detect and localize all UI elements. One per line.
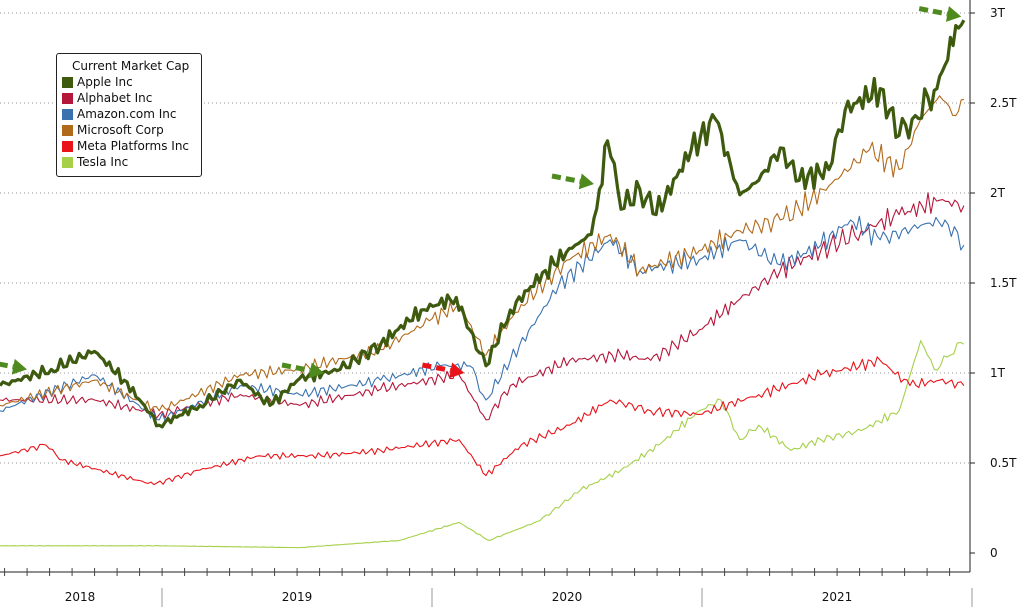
legend-item: Amazon.com Inc xyxy=(62,106,201,122)
annotation-arrow xyxy=(918,6,948,17)
annotation-arrow xyxy=(421,362,452,373)
annotation-arrowhead xyxy=(308,362,324,379)
legend-swatch xyxy=(62,124,73,136)
y-tick-label: 1T xyxy=(990,366,1005,380)
y-tick-label: 2T xyxy=(990,186,1005,200)
annotation-arrow xyxy=(281,362,311,373)
y-tick-label: 0 xyxy=(990,546,998,560)
annotation-arrowhead xyxy=(449,362,465,379)
annotation-arrow xyxy=(0,361,14,370)
y-tick-label: 3T xyxy=(990,6,1005,20)
legend-swatch xyxy=(62,76,73,88)
series-line-microsoft-corp xyxy=(0,95,965,412)
annotation-arrowhead xyxy=(11,358,27,375)
annotation-arrowhead xyxy=(578,173,594,190)
legend-label: Alphabet Inc xyxy=(77,91,153,105)
legend-label: Amazon.com Inc xyxy=(77,107,177,121)
legend-swatch xyxy=(62,156,73,168)
annotation-arrowhead xyxy=(945,6,962,22)
legend-item: Alphabet Inc xyxy=(62,90,201,106)
legend-title: Current Market Cap xyxy=(72,59,190,73)
legend-swatch xyxy=(62,108,73,120)
legend-label: Tesla Inc xyxy=(77,155,129,169)
legend-label: Apple Inc xyxy=(77,75,133,89)
y-tick-label: 1.5T xyxy=(990,276,1017,290)
legend-swatch xyxy=(62,92,73,104)
legend-label: Meta Platforms Inc xyxy=(77,139,190,153)
y-tick-label: 2.5T xyxy=(990,96,1017,110)
series-line-tesla-inc xyxy=(0,340,965,549)
legend-swatch xyxy=(62,140,73,152)
x-tick-label: 2018 xyxy=(64,590,96,604)
legend-label: Microsoft Corp xyxy=(77,123,164,137)
x-tick-label: 2019 xyxy=(281,590,313,604)
series-line-apple-inc xyxy=(0,19,966,429)
series-line-amazon-com-inc xyxy=(0,215,965,422)
legend-item: Tesla Inc xyxy=(62,154,201,170)
legend-item: Microsoft Corp xyxy=(62,122,201,138)
annotation-arrow xyxy=(551,173,581,184)
series-line-meta-platforms-inc xyxy=(0,356,965,486)
y-tick-label: 0.5T xyxy=(990,456,1017,470)
legend: Current Market Cap Apple Inc Alphabet Inc… xyxy=(56,53,202,177)
legend-item: Apple Inc xyxy=(62,74,201,90)
legend-item: Meta Platforms Inc xyxy=(62,138,201,154)
series-line-alphabet-inc xyxy=(0,192,965,421)
x-tick-label: 2021 xyxy=(821,590,853,604)
x-tick-label: 2020 xyxy=(551,590,583,604)
